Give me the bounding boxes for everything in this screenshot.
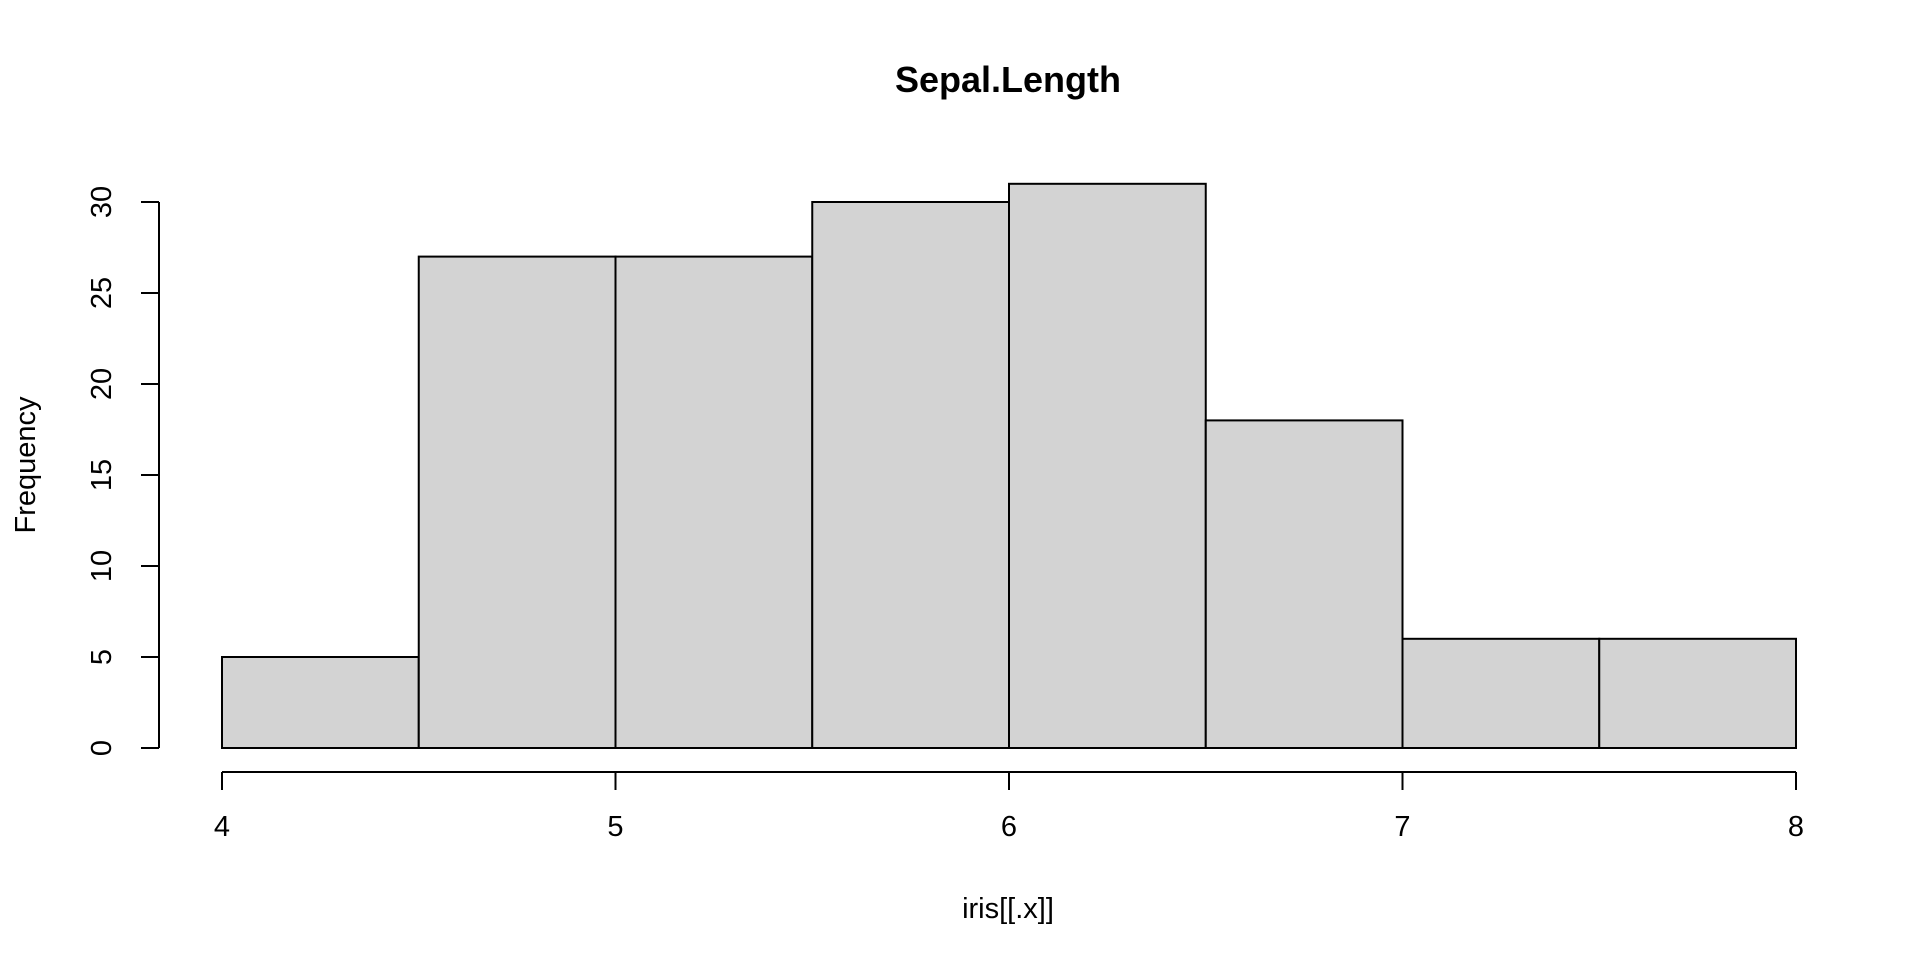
x-tick-label: 8: [1788, 811, 1804, 843]
x-axis-label: iris[[.x]]: [962, 893, 1054, 925]
x-tick-label: 5: [607, 811, 623, 843]
bars-group: [221, 182, 1797, 750]
histogram-bar: [1204, 419, 1404, 749]
histogram-bar: [417, 255, 617, 749]
y-tick-label: 20: [86, 368, 118, 400]
chart-title: Sepal.Length: [895, 59, 1121, 100]
histogram-bar: [1401, 637, 1601, 749]
x-axis: 4 5 6 7 8: [214, 771, 1804, 843]
x-tick-label: 7: [1394, 811, 1410, 843]
y-axis-label: Frequency: [10, 396, 42, 534]
y-tick-label: 15: [86, 459, 118, 491]
y-tick-label: 0: [86, 740, 118, 756]
y-tick-label: 5: [86, 649, 118, 665]
histogram-bar: [221, 656, 420, 749]
x-tick-label: 4: [214, 811, 230, 843]
x-tick-label: 6: [1001, 811, 1017, 843]
histogram-bar: [1598, 637, 1797, 749]
y-tick-label: 10: [86, 550, 118, 582]
histogram-bar: [1008, 182, 1207, 750]
y-tick-label: 25: [86, 277, 118, 309]
histogram-bar: [614, 255, 814, 749]
histogram-bar: [811, 201, 1010, 749]
y-axis: 0 5 10 15 20 25 30: [86, 186, 160, 756]
y-tick-label: 30: [86, 186, 118, 218]
